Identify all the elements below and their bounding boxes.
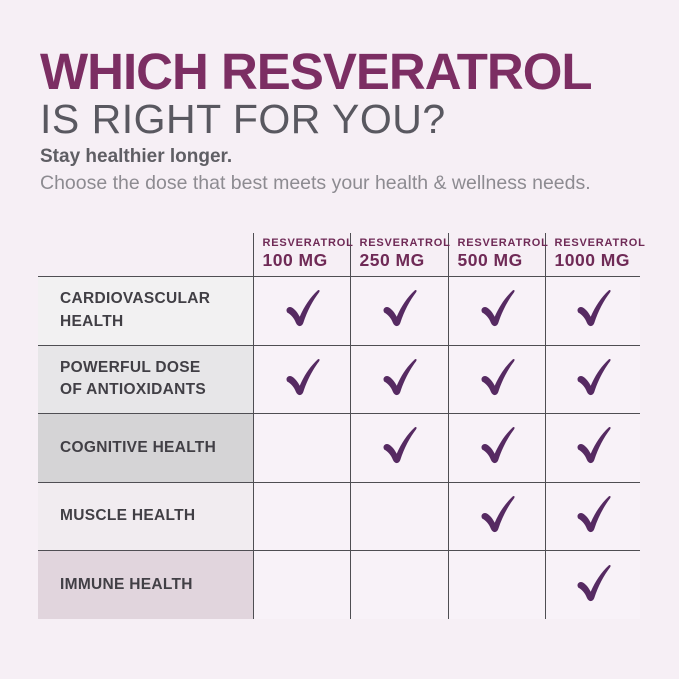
row-label: IMMUNE HEALTH xyxy=(38,550,253,619)
check-cell xyxy=(349,550,448,619)
check-cell xyxy=(544,413,640,482)
check-cell xyxy=(252,276,350,345)
table-row-muscle-health: MUSCLE HEALTH xyxy=(38,481,640,551)
check-icon xyxy=(474,354,520,400)
check-cell xyxy=(447,550,545,619)
row-label-text: POWERFUL DOSE xyxy=(60,358,201,376)
page-subtitle: IS RIGHT FOR YOU? xyxy=(40,96,446,142)
check-icon xyxy=(570,354,616,400)
check-cell xyxy=(447,276,545,345)
brand-label: RESVERATROL xyxy=(554,237,646,249)
row-label-text: MUSCLE HEALTH xyxy=(60,507,196,525)
row-label-text: CARDIOVASCULAR xyxy=(60,290,211,308)
row-label-text: IMMUNE HEALTH xyxy=(60,575,193,593)
check-cell xyxy=(447,413,545,482)
check-cell xyxy=(252,481,350,551)
check-icon xyxy=(376,354,422,400)
check-icon xyxy=(570,422,616,468)
table-row-antioxidants: POWERFUL DOSE OF ANTIOXIDANTS xyxy=(38,344,640,414)
brand-label: RESVERATROL xyxy=(359,237,451,249)
column-header-100mg: RESVERATROL 100 MG xyxy=(252,233,354,277)
brand-label: RESVERATROL xyxy=(262,237,354,249)
check-cell xyxy=(544,344,640,414)
check-cell xyxy=(252,550,350,619)
dose-label: 500 MG xyxy=(457,250,523,270)
dose-label: 250 MG xyxy=(359,250,425,270)
table-row-cognitive-health: COGNITIVE HEALTH xyxy=(38,413,640,482)
check-icon xyxy=(474,491,520,537)
check-icon xyxy=(279,354,325,400)
check-cell xyxy=(349,344,448,414)
dose-label: 100 MG xyxy=(262,250,328,270)
check-icon xyxy=(570,285,616,331)
check-cell xyxy=(349,481,448,551)
check-cell xyxy=(544,481,640,551)
brand-label: RESVERATROL xyxy=(457,237,549,249)
row-label: CARDIOVASCULAR HEALTH xyxy=(38,276,253,345)
table-row-immune-health: IMMUNE HEALTH xyxy=(38,550,640,619)
column-header-1000mg: RESVERATROL 1000 MG xyxy=(544,233,646,277)
check-icon xyxy=(570,560,616,606)
check-cell xyxy=(349,413,448,482)
check-cell xyxy=(252,344,350,414)
column-header-500mg: RESVERATROL 500 MG xyxy=(447,233,549,277)
page-title: WHICH RESVERATROL xyxy=(40,43,593,100)
table-header-row: RESVERATROL 100 MG RESVERATROL 250 MG RE… xyxy=(38,233,646,277)
check-icon xyxy=(474,285,520,331)
tagline: Stay healthier longer. xyxy=(40,146,233,167)
check-icon xyxy=(376,285,422,331)
check-cell xyxy=(447,481,545,551)
row-label-text: COGNITIVE HEALTH xyxy=(60,438,217,456)
dose-label: 1000 MG xyxy=(554,250,630,270)
check-icon xyxy=(279,285,325,331)
check-cell xyxy=(252,413,350,482)
check-icon xyxy=(376,422,422,468)
row-label-text: HEALTH xyxy=(60,312,124,330)
check-icon xyxy=(474,422,520,468)
description: Choose the dose that best meets your hea… xyxy=(40,172,591,194)
check-icon xyxy=(570,491,616,537)
check-cell xyxy=(544,550,640,619)
row-label: MUSCLE HEALTH xyxy=(38,481,253,551)
table-row-cardiovascular-health: CARDIOVASCULAR HEALTH xyxy=(38,276,640,345)
comparison-table: RESVERATROL 100 MG RESVERATROL 250 MG RE… xyxy=(38,233,646,619)
row-label-text: OF ANTIOXIDANTS xyxy=(60,381,207,399)
check-cell xyxy=(544,276,640,345)
check-cell xyxy=(349,276,448,345)
row-label: POWERFUL DOSE OF ANTIOXIDANTS xyxy=(38,344,253,414)
column-header-250mg: RESVERATROL 250 MG xyxy=(349,233,451,277)
check-cell xyxy=(447,344,545,414)
table-corner-spacer xyxy=(38,233,253,277)
row-label: COGNITIVE HEALTH xyxy=(38,413,253,482)
